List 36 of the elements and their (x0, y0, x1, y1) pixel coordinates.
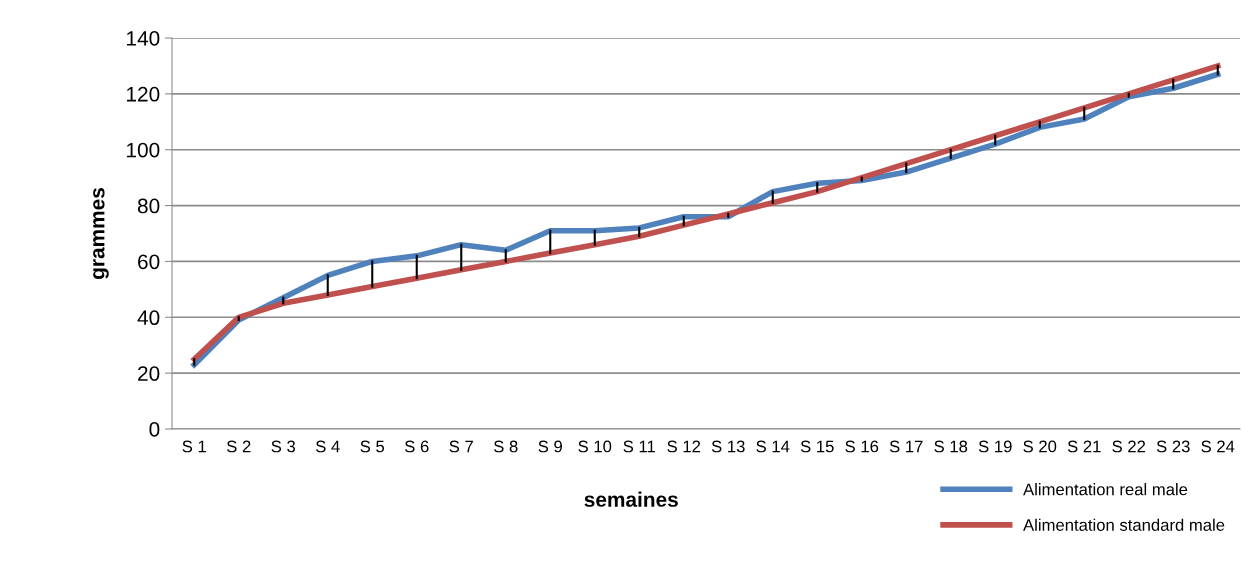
y-tick-label: 120 (127, 86, 160, 102)
x-tick-label: S 23 (1156, 440, 1190, 453)
x-tick-label: S 5 (360, 440, 385, 453)
x-tick-label: S 13 (711, 440, 745, 453)
x-tick-label: S 3 (271, 440, 296, 453)
legend-label: Alimentation standard male (1023, 518, 1225, 531)
x-tick-label: S 18 (934, 440, 968, 453)
x-tick-label: S 15 (800, 440, 834, 453)
x-tick-label: S 16 (845, 440, 879, 453)
x-tick-label: S 21 (1067, 440, 1101, 453)
x-tick-label: S 12 (667, 440, 701, 453)
legend-label: Alimentation real male (1023, 483, 1188, 496)
x-tick-label: S 4 (316, 440, 340, 453)
x-tick-label: S 20 (1023, 440, 1057, 453)
y-tick-label: 20 (138, 366, 160, 381)
x-tick-label: S 8 (494, 440, 518, 453)
x-tick-label: S 2 (227, 440, 251, 453)
x-tick-label: S 9 (538, 440, 562, 453)
x-tick-label: S 19 (978, 440, 1012, 453)
x-tick-label: S 1 (182, 440, 206, 453)
y-axis-title: grammes (93, 188, 109, 279)
x-tick-label: S 17 (889, 440, 923, 453)
x-tick-label: S 7 (449, 440, 473, 453)
y-tick-label: 80 (137, 198, 160, 214)
y-tick-label: 100 (127, 142, 160, 158)
x-tick-label: S 11 (623, 440, 655, 453)
y-tick-label: 0 (149, 422, 160, 437)
x-tick-label: S 14 (756, 440, 790, 453)
x-tick-label: S 24 (1201, 440, 1235, 453)
x-tick-label: S 22 (1112, 440, 1146, 453)
x-tick-label: S 10 (578, 440, 612, 453)
x-axis-title: semaines (584, 491, 678, 507)
y-tick-label: 60 (138, 254, 160, 270)
x-tick-label: S 6 (405, 440, 429, 453)
y-tick-label: 40 (137, 310, 160, 326)
y-tick-label: 140 (127, 31, 160, 46)
